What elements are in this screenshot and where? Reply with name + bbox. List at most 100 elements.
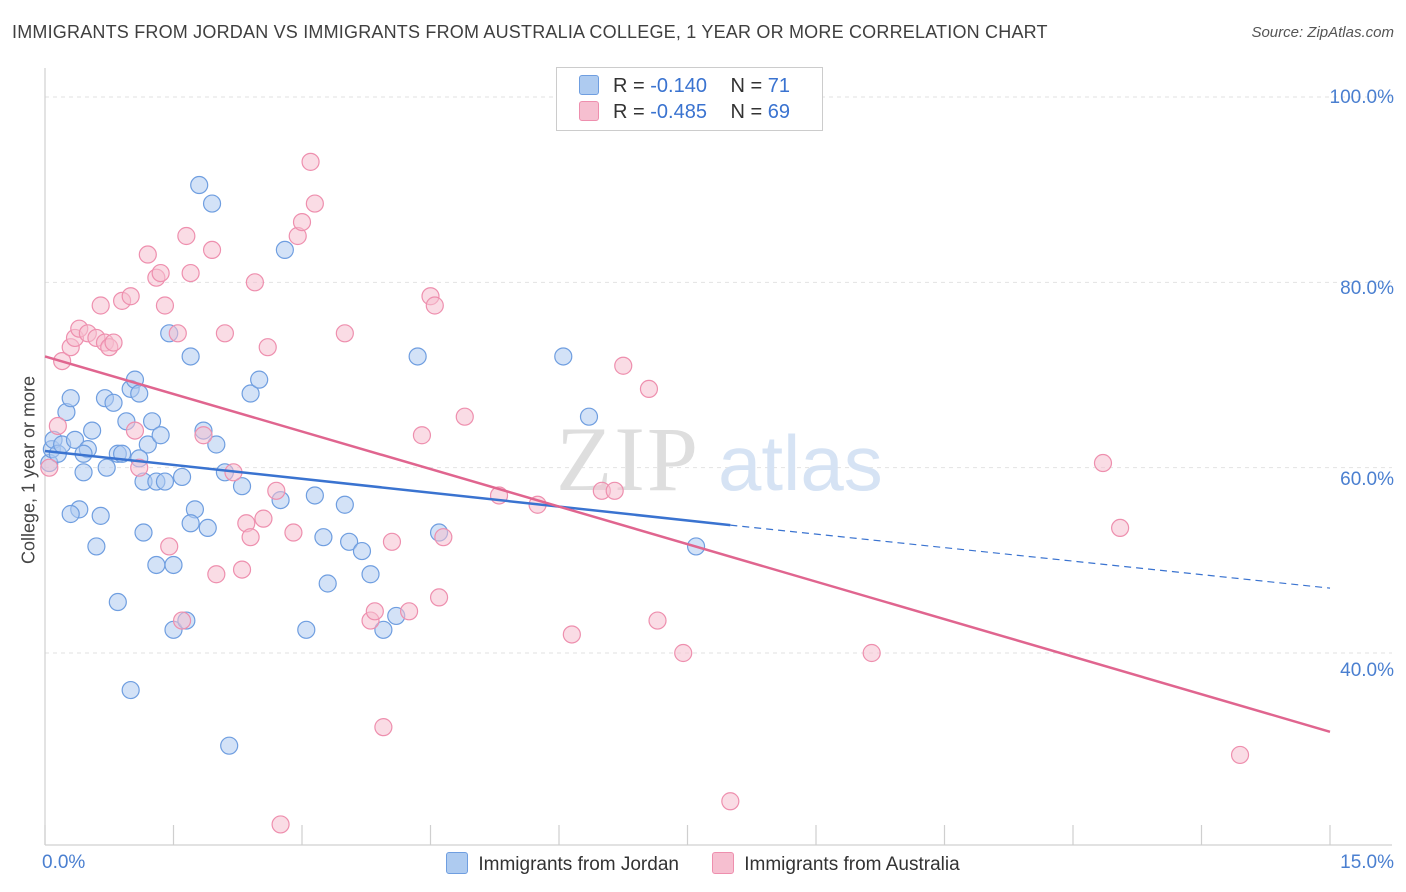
australia-point — [232, 560, 252, 579]
australia-point — [374, 718, 393, 737]
jordan-point — [155, 472, 175, 491]
australia-point — [434, 528, 453, 547]
australia-point — [301, 152, 320, 171]
australia-point — [172, 611, 192, 630]
y-axis-title: College, 1 year or more — [18, 375, 39, 565]
jordan-point — [335, 495, 354, 514]
jordan-point — [250, 370, 269, 389]
australia-point — [399, 602, 419, 621]
jordan-point — [87, 537, 106, 556]
jordan-trend-line — [44, 449, 731, 527]
australia-point — [48, 416, 67, 436]
australia-trend-line — [44, 355, 1331, 733]
australia-point — [292, 213, 312, 232]
jordan-n-label: N = — [730, 75, 763, 97]
y-tick-label-80: 80.0% — [1340, 278, 1394, 299]
legend-item-australia: Immigrants from Australia — [712, 852, 960, 876]
australia-point — [335, 324, 354, 343]
jordan-point — [220, 736, 239, 755]
australia-point — [605, 481, 624, 500]
jordan-point — [151, 426, 170, 445]
australia-point — [271, 815, 290, 834]
australia-point — [160, 537, 179, 556]
australia-point — [130, 458, 149, 477]
australia-point — [125, 421, 145, 440]
australia-point — [168, 324, 187, 343]
correlation-legend: R = -0.140 N = 71 R = -0.485 N = 69 — [556, 67, 823, 131]
jordan-point — [202, 194, 222, 213]
legend-jordan-swatch — [446, 852, 469, 874]
australia-point — [429, 588, 449, 607]
australia-point — [267, 481, 286, 500]
jordan-point — [61, 389, 80, 408]
australia-point — [121, 287, 140, 306]
jordan-point — [108, 592, 127, 612]
australia-point — [721, 792, 740, 811]
jordan-point — [97, 458, 116, 477]
australia-point — [1093, 453, 1113, 473]
jordan-trend-extension — [730, 524, 1331, 589]
source-label: Source: ZipAtlas.com — [1251, 24, 1394, 41]
australia-point — [1111, 518, 1130, 538]
australia-point — [425, 296, 444, 315]
jordan-point — [318, 574, 337, 593]
jordan-point — [579, 407, 599, 426]
jordan-point — [207, 435, 226, 454]
australia-point — [412, 426, 432, 445]
watermark-zip: ZIP — [556, 408, 700, 510]
jordan-n-value: 71 — [767, 75, 791, 97]
australia-point — [862, 643, 881, 663]
australia-point — [91, 296, 110, 315]
jordan-point — [142, 412, 162, 431]
jordan-point — [275, 240, 294, 259]
jordan-point — [554, 347, 573, 366]
jordan-point — [314, 528, 333, 547]
australia-point — [245, 273, 264, 292]
jordan-point — [352, 541, 372, 561]
australia-point — [104, 333, 123, 352]
watermark: ZIP atlas — [556, 408, 883, 510]
australia-point — [40, 458, 59, 477]
jordan-point — [164, 555, 183, 575]
x-tick-label-min: 0.0% — [42, 852, 86, 873]
chart-title: IMMIGRANTS FROM JORDAN VS IMMIGRANTS FRO… — [12, 22, 1048, 42]
jordan-r-label: R = — [613, 75, 645, 97]
jordan-point — [190, 175, 209, 195]
australia-point — [382, 532, 402, 551]
jordan-point — [61, 504, 80, 524]
jordan-point — [83, 421, 102, 440]
jordan-r-value: -0.140 — [650, 75, 707, 97]
australia-r-label: R = — [613, 101, 645, 123]
australia-point — [562, 625, 581, 644]
watermark-atlas: atlas — [718, 419, 883, 507]
legend-row-jordan: R = -0.140 N = 71 — [579, 75, 790, 101]
australia-point — [614, 356, 633, 375]
series-legend: Immigrants from Jordan Immigrants from A… — [0, 852, 1406, 876]
jordan-point — [408, 347, 427, 366]
australia-n-value: 69 — [767, 101, 791, 123]
australia-point — [151, 263, 170, 283]
australia-r-value: -0.485 — [650, 101, 707, 123]
jordan-point — [374, 620, 393, 639]
legend-australia-swatch — [712, 852, 735, 874]
jordan-point — [297, 620, 316, 639]
jordan-point — [130, 384, 149, 403]
australia-n-label: N = — [730, 101, 763, 123]
jordan-point — [181, 347, 200, 366]
y-tick-label-100: 100.0% — [1329, 87, 1394, 108]
x-tick-label-max: 15.0% — [1340, 852, 1394, 873]
jordan-point — [305, 486, 324, 505]
australia-point — [305, 194, 324, 213]
jordan-point — [134, 523, 153, 542]
australia-point — [284, 523, 303, 542]
jordan-point — [361, 565, 380, 584]
australia-swatch — [579, 101, 599, 121]
australia-point — [258, 338, 277, 357]
australia-point — [639, 379, 659, 398]
jordan-swatch — [579, 75, 599, 95]
australia-point — [215, 324, 234, 343]
legend-australia-label: Immigrants from Australia — [744, 854, 960, 875]
jordan-point — [138, 435, 157, 454]
australia-point — [674, 643, 693, 663]
